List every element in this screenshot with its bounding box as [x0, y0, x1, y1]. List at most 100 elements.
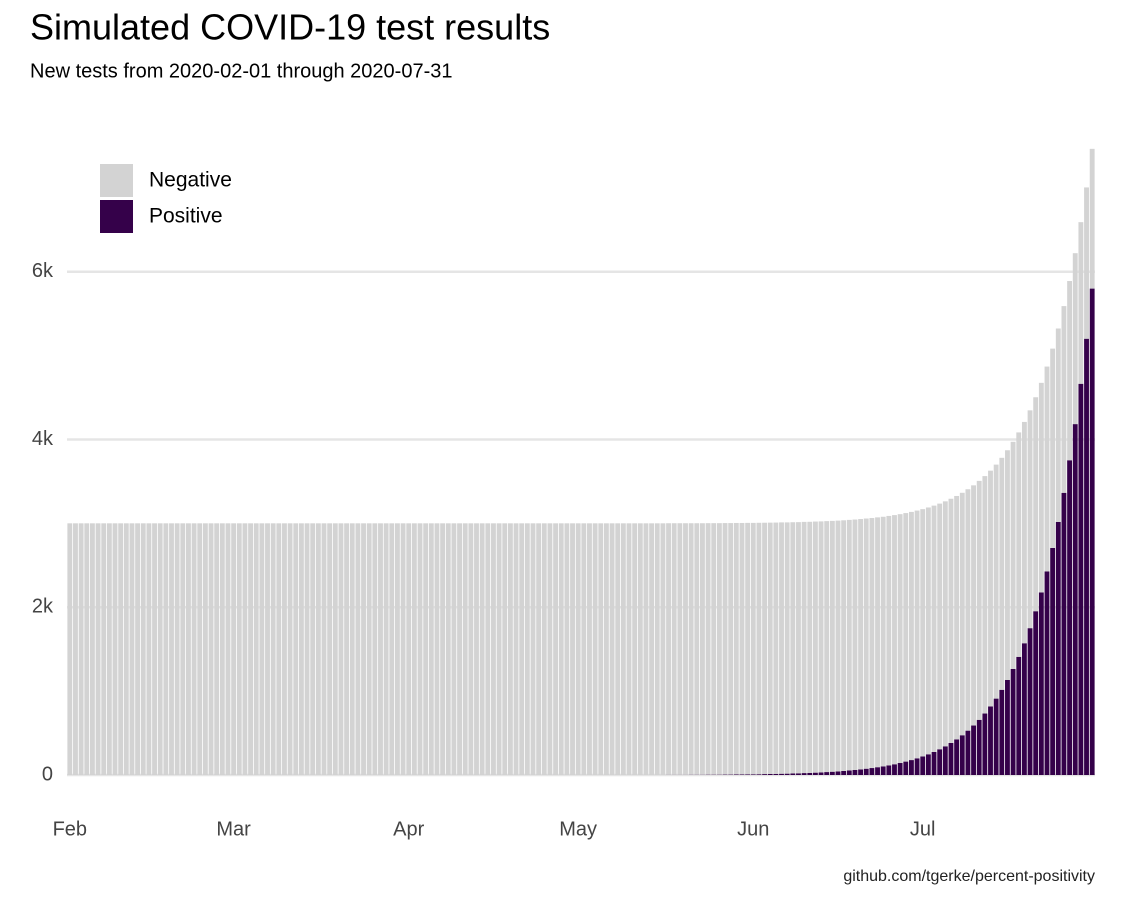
bar-segment: [89, 523, 95, 775]
bar-segment: [394, 523, 400, 775]
bar-segment: [152, 523, 157, 775]
bar-segment: [197, 523, 203, 775]
bar-segment: [796, 522, 801, 774]
bar-segment: [434, 523, 440, 775]
bar-segment: [202, 523, 208, 775]
bar-segment: [118, 523, 124, 775]
bar-segment: [948, 742, 954, 775]
bar-segment: [372, 523, 378, 775]
bar-segment: [581, 523, 587, 775]
bar-segment: [592, 523, 598, 775]
chart-title: Simulated COVID-19 test results: [30, 7, 550, 48]
bar-segment: [773, 773, 779, 775]
bar-segment: [908, 511, 914, 761]
y-tick-label: 4k: [32, 428, 54, 450]
bar-segment: [598, 523, 604, 775]
bar-segment: [818, 521, 824, 773]
bar-segment: [259, 523, 265, 775]
bar-segment: [1078, 222, 1084, 384]
bar-segment: [779, 773, 784, 775]
bar-segment: [315, 523, 321, 775]
bar-segment: [756, 522, 762, 775]
bar-segment: [519, 523, 525, 775]
bar-segment: [1005, 679, 1010, 775]
bar-segment: [1033, 397, 1039, 612]
bar-segment: [722, 523, 728, 775]
bar-segment: [818, 772, 824, 775]
bar-segment: [829, 520, 835, 772]
x-tick-label: Jul: [910, 818, 936, 840]
bar-segment: [666, 523, 671, 775]
bar-segment: [671, 523, 677, 775]
bar-segment: [649, 523, 655, 775]
bar-segment: [1010, 668, 1016, 775]
bar-segment: [1016, 432, 1022, 657]
bar-segment: [1084, 338, 1089, 775]
bar-segment: [327, 523, 333, 775]
bar-segment: [1067, 281, 1073, 461]
bar-segment: [920, 756, 926, 775]
bar-segment: [338, 523, 344, 775]
bar-segment: [445, 523, 451, 775]
bar-segment: [270, 523, 276, 775]
bar-segment: [95, 523, 101, 775]
bar-segment: [971, 725, 976, 775]
bar-segment: [801, 773, 807, 775]
bar-segment: [491, 523, 496, 775]
bar-segment: [468, 523, 474, 775]
bar-segment: [570, 523, 575, 775]
y-tick-label: 0: [42, 763, 53, 785]
bar-segment: [807, 772, 813, 775]
bar-segment: [643, 523, 649, 775]
bar-segment: [632, 523, 638, 775]
bar-segment: [931, 505, 937, 752]
bar-segment: [626, 523, 632, 775]
bar-segment: [869, 518, 875, 769]
bar-segment: [513, 523, 519, 775]
bar-segment: [863, 518, 869, 769]
bar-segment: [440, 523, 446, 775]
bar-segment: [1033, 611, 1039, 775]
bar-segment: [547, 523, 553, 775]
bar-segment: [253, 523, 259, 775]
bar-segment: [954, 739, 960, 775]
bar-segment: [536, 523, 542, 775]
bar-segment: [1038, 382, 1044, 593]
bar-segment: [841, 520, 847, 771]
bar-segment: [287, 523, 293, 775]
bar-segment: [423, 523, 429, 775]
legend-label: Positive: [149, 205, 223, 228]
x-tick-label: May: [559, 818, 597, 840]
bar-segment: [541, 523, 547, 775]
bar-segment: [999, 689, 1005, 775]
bar-segment: [841, 770, 847, 775]
bar-segment: [790, 522, 796, 774]
bar-segment: [282, 523, 287, 775]
bar-segment: [959, 735, 965, 775]
bar-segment: [824, 521, 830, 773]
bar-segment: [355, 523, 361, 775]
bar-segment: [886, 765, 892, 775]
bar-segment: [304, 523, 310, 775]
bar-segment: [745, 522, 751, 775]
bar-segment: [462, 523, 468, 775]
bar-segment: [762, 522, 768, 775]
bar-segment: [914, 510, 920, 759]
bar-segment: [361, 523, 366, 775]
bar-segment: [954, 495, 960, 740]
bar-segment: [750, 774, 756, 775]
bar-segment: [496, 523, 502, 775]
bar-segment: [1050, 547, 1056, 775]
bar-segment: [750, 522, 756, 775]
bar-segment: [637, 523, 643, 775]
bar-segment: [739, 774, 745, 775]
bar-segment: [903, 513, 909, 762]
bar-segment: [191, 523, 197, 775]
bar-segment: [1055, 521, 1061, 775]
bar-segment: [208, 523, 214, 775]
bar-segment: [812, 521, 818, 773]
y-tick-label: 6k: [32, 260, 54, 282]
bar-segment: [812, 772, 818, 775]
bar-segment: [1072, 253, 1078, 425]
bar-segment: [1089, 288, 1095, 775]
